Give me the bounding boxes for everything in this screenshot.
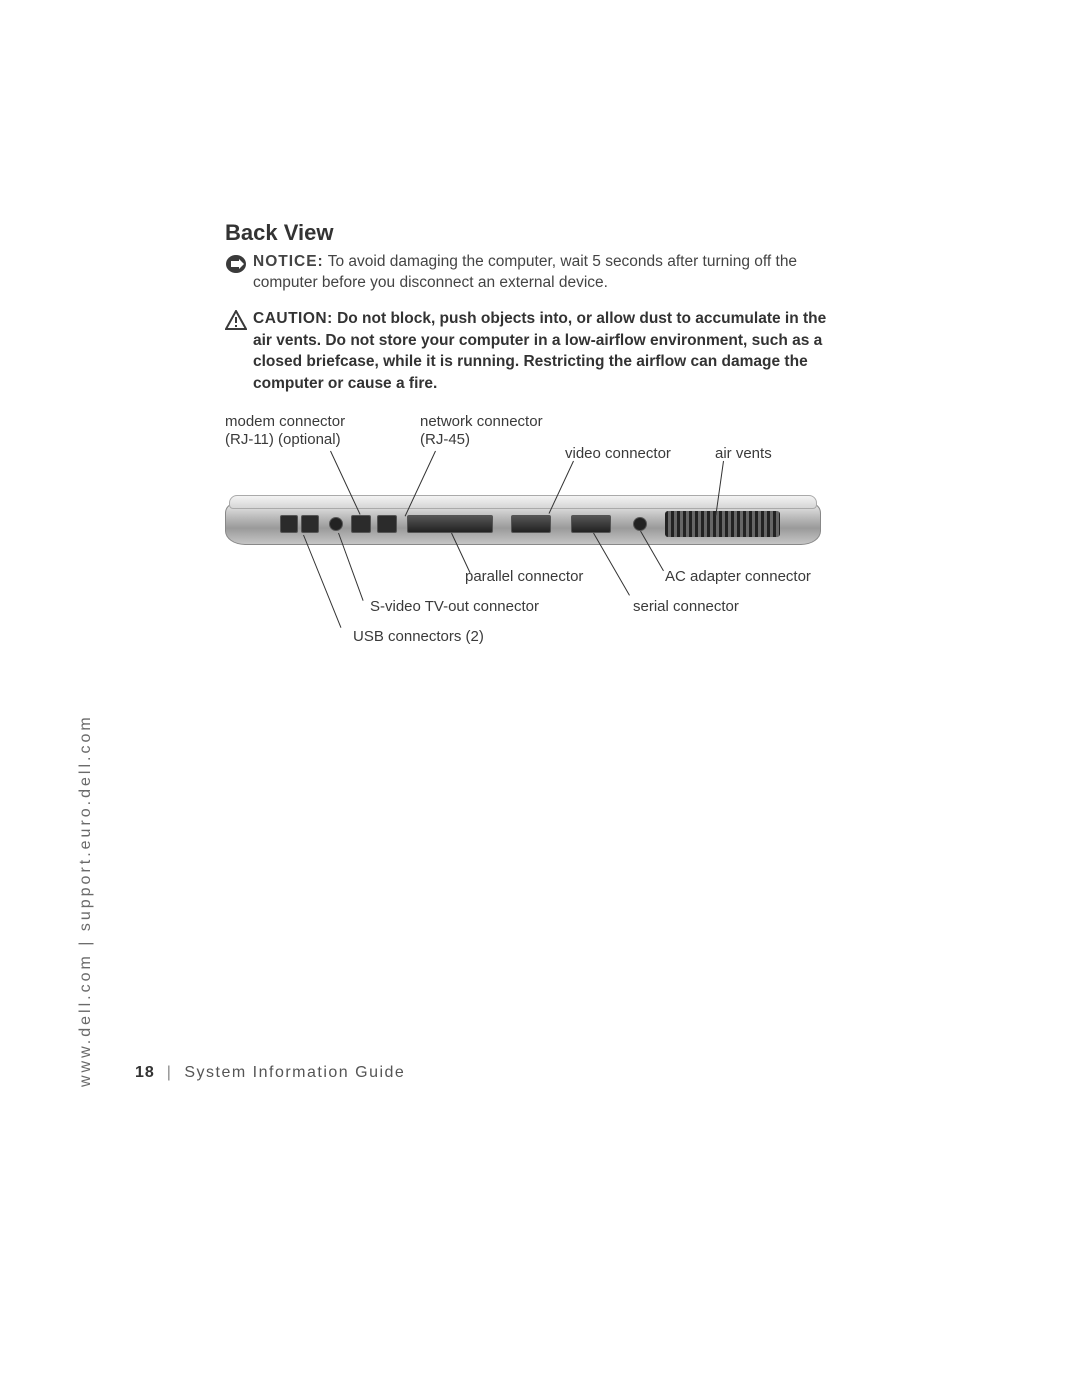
label-modem: modem connector (RJ-11) (optional) [225,413,345,449]
caution-text: CAUTION: Do not block, push objects into… [253,308,845,395]
main-content: Back View NOTICE: To avoid damaging the … [225,220,845,673]
page-footer: 18 | System Information Guide [135,1064,405,1082]
notice-text: NOTICE: To avoid damaging the computer, … [253,252,845,294]
caution-lead: CAUTION: [253,310,333,327]
laptop-back-illustration [225,493,821,555]
label-usb: USB connectors (2) [353,628,484,646]
label-ac-adapter: AC adapter connector [665,568,811,586]
sidebar-url: www.dell.com | support.euro.dell.com [77,714,95,1087]
footer-sep: | [161,1064,179,1081]
label-video: video connector [565,445,671,463]
back-view-diagram: modem connector (RJ-11) (optional) netwo… [225,413,845,673]
label-svideo: S-video TV-out connector [370,598,539,616]
notice-block: NOTICE: To avoid damaging the computer, … [225,252,845,294]
notice-body: To avoid damaging the computer, wait 5 s… [253,253,797,291]
label-air-vents: air vents [715,445,772,463]
label-parallel: parallel connector [465,568,583,586]
notice-lead: NOTICE: [253,253,324,270]
caution-block: CAUTION: Do not block, push objects into… [225,308,845,395]
footer-title: System Information Guide [184,1064,405,1081]
section-title: Back View [225,220,845,246]
page-number: 18 [135,1064,155,1081]
label-serial: serial connector [633,598,739,616]
caution-body: Do not block, push objects into, or allo… [253,310,826,392]
label-network: network connector (RJ-45) [420,413,543,449]
caution-icon [225,310,247,330]
notice-icon [225,254,247,274]
